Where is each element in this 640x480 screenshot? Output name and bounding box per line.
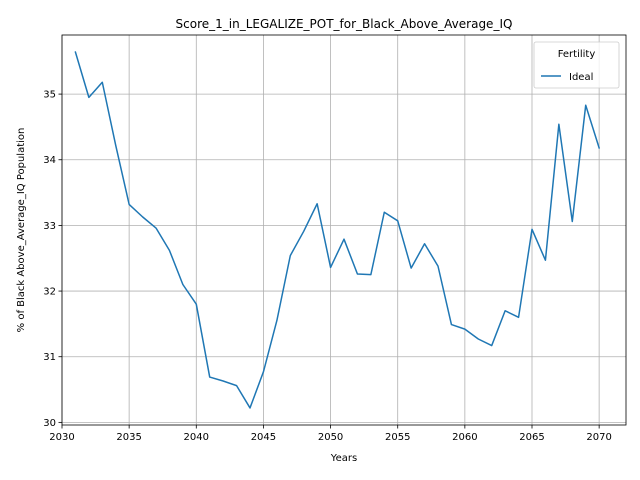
ticks: 2030 2035 2040 2045 2050 2055 2060 2065 2070 30 31… (43, 90, 612, 443)
x-tick-label: 2050 (318, 432, 343, 443)
y-tick-label: 30 (43, 418, 56, 429)
x-tick-label: 2055 (385, 432, 410, 443)
x-tick-label: 2060 (452, 432, 477, 443)
x-tick-label: 2070 (586, 432, 611, 443)
x-tick-label: 2035 (116, 432, 141, 443)
legend: Fertility Ideal (533, 41, 620, 89)
legend-title: Fertility (558, 49, 596, 60)
grid (61, 35, 626, 425)
series-layer (74, 51, 601, 409)
chart-title: Score_1_in_LEGALIZE_POT_for_Black_Above_… (176, 17, 513, 31)
x-tick-label: 2045 (251, 432, 276, 443)
series-line-ideal (74, 51, 601, 409)
x-tick-label: 2040 (184, 432, 209, 443)
y-axis-label: % of Black Above_Average_IQ Population (16, 128, 27, 333)
x-tick-label: 2065 (519, 432, 544, 443)
y-tick-label: 35 (43, 90, 56, 101)
y-tick-label: 34 (43, 155, 56, 166)
x-axis-label: Years (330, 453, 357, 464)
y-tick-label: 31 (43, 352, 56, 363)
legend-entry-ideal: Ideal (569, 72, 593, 83)
x-tick-label: 2030 (49, 432, 74, 443)
plot-frame (61, 34, 627, 426)
y-tick-label: 32 (43, 287, 56, 298)
y-tick-label: 33 (43, 221, 56, 232)
